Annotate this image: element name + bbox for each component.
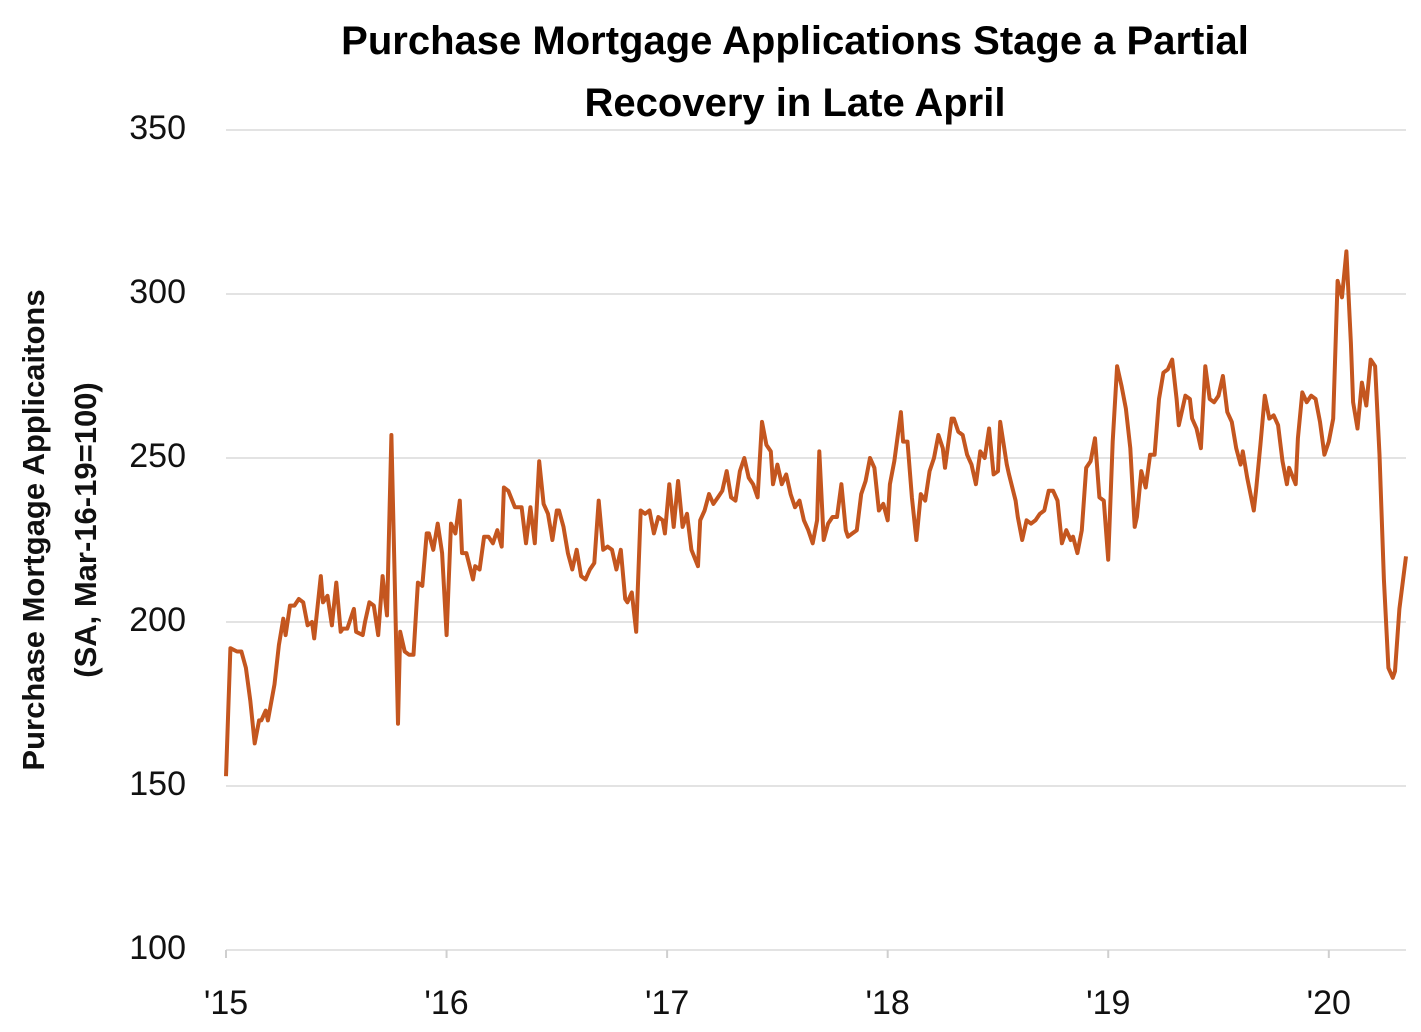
- y-tick-label: 250: [129, 437, 186, 475]
- y-axis-title: Purchase Mortgage Applicaitons: [16, 289, 51, 770]
- x-tick-label: '16: [424, 984, 468, 1022]
- y-tick-label: 100: [129, 929, 186, 967]
- y-tick-label: 150: [129, 765, 186, 803]
- data-line: [224, 249, 1408, 777]
- y-tick-label: 200: [129, 601, 186, 639]
- x-tick-label: '19: [1086, 984, 1130, 1022]
- x-tick-label: '15: [204, 984, 248, 1022]
- x-tick-label: '17: [645, 984, 689, 1022]
- x-tick-label: '18: [866, 984, 910, 1022]
- y-tick-label: 350: [129, 109, 186, 147]
- x-tick-label: '20: [1307, 984, 1351, 1022]
- y-axis-title: (SA, Mar-16-19=100): [68, 382, 103, 678]
- chart-title: Purchase Mortgage Applications Stage a P…: [341, 19, 1249, 125]
- y-tick-label: 300: [129, 273, 186, 311]
